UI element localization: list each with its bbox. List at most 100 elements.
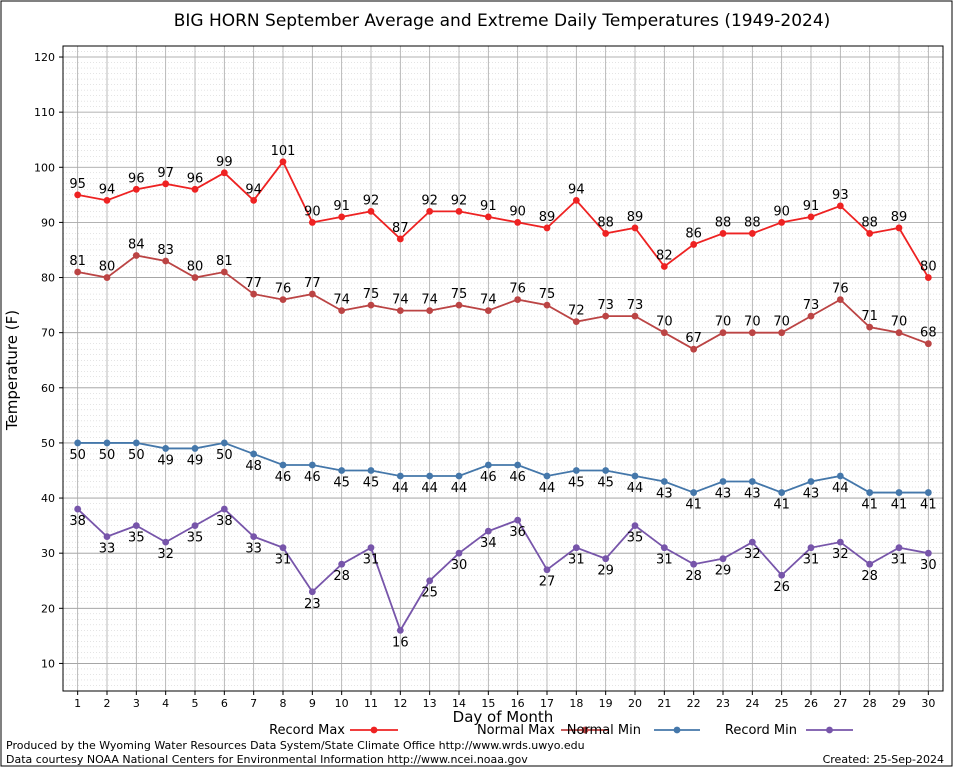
x-tick-label: 1 <box>74 697 81 710</box>
record-max-point <box>250 196 258 204</box>
legend-item-normal-max: Normal Max <box>477 723 609 738</box>
record-min-point <box>396 626 404 634</box>
record-min-point <box>308 588 316 596</box>
normal-max-data-label: 80 <box>99 260 116 275</box>
x-tick-label: 2 <box>104 697 111 710</box>
record-min-data-label: 33 <box>245 542 262 557</box>
normal-min-point <box>426 472 434 480</box>
record-max-data-label: 88 <box>861 215 878 230</box>
normal-min-data-label: 41 <box>920 498 937 513</box>
normal-max-point <box>514 296 522 303</box>
normal-min-line <box>77 441 929 494</box>
record-min-series <box>74 505 932 634</box>
normal-max-point <box>162 257 170 265</box>
record-max-point <box>572 196 580 204</box>
normal-max-data-label: 70 <box>715 315 732 330</box>
record-min-data-label: 32 <box>832 547 849 562</box>
x-tick-label: 18 <box>569 697 583 710</box>
record-max-data-label: 88 <box>744 215 761 230</box>
record-max-point <box>220 169 228 177</box>
normal-min-point <box>484 461 492 469</box>
x-tick-label: 24 <box>745 697 759 710</box>
record-max-point <box>602 230 610 237</box>
normal-max-point <box>807 312 815 320</box>
normal-min-data-label: 43 <box>744 487 761 502</box>
normal-max-point <box>895 329 903 337</box>
normal-min-point <box>602 467 610 474</box>
record-min-data-label: 32 <box>157 547 174 562</box>
normal-max-point <box>191 274 199 281</box>
record-max-data-label: 92 <box>421 193 438 208</box>
record-max-point <box>924 274 932 281</box>
record-max-data-label: 99 <box>216 155 233 170</box>
x-tick-label: 10 <box>335 697 349 710</box>
normal-min-point <box>924 489 932 496</box>
normal-min-data-label: 45 <box>333 475 350 490</box>
normal-min-point <box>338 467 346 474</box>
y-tick-label: 90 <box>41 216 55 229</box>
record-max-point <box>748 230 756 237</box>
normal-min-data-label: 43 <box>656 487 673 502</box>
x-tick-label: 25 <box>775 697 789 710</box>
normal-max-point <box>924 340 932 348</box>
x-tick-label: 12 <box>393 697 407 710</box>
legend-label: Record Max <box>269 723 345 738</box>
legend-swatch-marker <box>673 726 681 734</box>
record-max-point <box>778 219 786 226</box>
normal-max-data-label: 68 <box>920 326 937 341</box>
plot-frame <box>62 45 944 692</box>
record-min-line <box>77 507 929 633</box>
normal-max-point <box>836 296 844 303</box>
x-tick-label: 15 <box>481 697 495 710</box>
normal-min-point <box>778 489 786 496</box>
y-tick-label: 70 <box>41 327 55 340</box>
record-max-data-label: 89 <box>891 210 908 225</box>
normal-min-point <box>455 472 463 480</box>
record-min-point <box>572 544 580 552</box>
x-axis-label: Day of Month <box>453 708 554 726</box>
normal-max-point <box>660 329 668 337</box>
normal-min-point <box>162 445 170 452</box>
normal-max-data-label: 81 <box>216 254 233 269</box>
normal-min-point <box>690 489 698 496</box>
record-min-data-label: 28 <box>333 569 350 584</box>
normal-min-point <box>807 478 815 485</box>
series-layer <box>74 158 932 634</box>
record-min-point <box>690 560 698 568</box>
axes: 1 2 3 4 5 6 7 8 9 10 11 12 13 14 15 16 17 18 19 20 21 22 23 24 2… <box>34 51 935 710</box>
record-min-data-label: 30 <box>451 558 468 573</box>
normal-min-point <box>279 461 287 469</box>
record-min-data-label: 35 <box>128 531 145 546</box>
normal-max-point <box>455 301 463 309</box>
record-min-data-label: 31 <box>275 553 292 568</box>
record-max-data-label: 82 <box>656 249 673 264</box>
record-min-point <box>514 516 522 524</box>
record-max-point <box>162 180 170 188</box>
x-tick-label: 9 <box>309 697 316 710</box>
data-labels: 95 94 96 97 96 99 94 101 90 91 92 87 92 92 91 90 89 94 88 8… <box>69 144 936 651</box>
legend-item-record-min: Record Min <box>725 723 853 738</box>
record-min-data-label: 38 <box>69 514 86 529</box>
record-min-point <box>484 527 492 535</box>
record-min-point <box>778 571 786 579</box>
record-max-point <box>866 230 874 237</box>
normal-min-data-label: 48 <box>245 459 262 474</box>
normal-max-data-label: 70 <box>891 315 908 330</box>
footer-produced-by: Produced by the Wyoming Water Resources … <box>6 739 585 752</box>
normal-min-point <box>220 439 228 447</box>
x-tick-label: 27 <box>833 697 847 710</box>
x-tick-label: 13 <box>423 697 437 710</box>
normal-min-data-label: 49 <box>187 453 204 468</box>
normal-min-data-label: 50 <box>99 448 116 463</box>
record-max-data-label: 87 <box>392 221 409 236</box>
x-tick-label: 14 <box>452 697 466 710</box>
y-tick-label: 100 <box>34 161 55 174</box>
record-min-point <box>602 555 610 563</box>
legend-swatch-marker <box>370 726 378 734</box>
normal-max-data-label: 67 <box>685 331 702 346</box>
record-max-data-label: 90 <box>304 204 321 219</box>
record-min-data-label: 26 <box>773 580 790 595</box>
